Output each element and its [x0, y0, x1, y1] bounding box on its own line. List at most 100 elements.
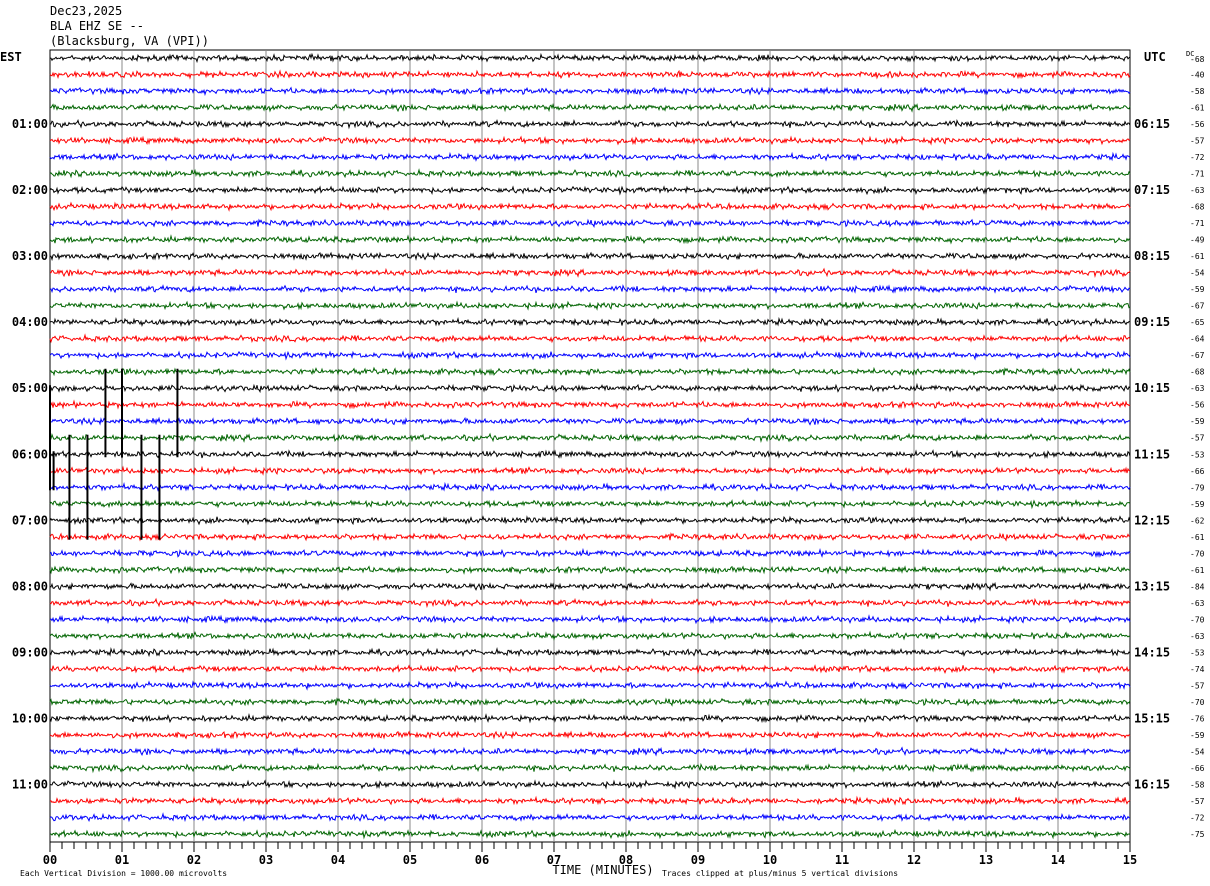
- seismic-trace: [49, 779, 1131, 790]
- dc-offset-value: -53: [1190, 450, 1205, 459]
- seismic-trace: [49, 135, 1131, 146]
- x-tick-label: 14: [1051, 853, 1065, 867]
- seismic-trace: [49, 449, 1131, 460]
- seismic-trace: [49, 251, 1131, 262]
- utc-hour-label: 11:15: [1134, 447, 1170, 461]
- dc-label: DC: [1186, 50, 1194, 58]
- seismic-trace: [49, 481, 1131, 493]
- seismic-trace: [49, 316, 1131, 328]
- seismic-trace: [49, 565, 1131, 575]
- dc-offset-value: -63: [1190, 599, 1205, 608]
- dc-offset-value: -84: [1190, 582, 1205, 591]
- seismic-trace: [49, 498, 1131, 510]
- dc-offset-value: -59: [1190, 500, 1205, 509]
- utc-hour-label: 08:15: [1134, 249, 1170, 263]
- dc-offset-value: -68: [1190, 55, 1205, 64]
- est-hour-label: 11:00: [12, 777, 48, 791]
- dc-offset-value: -70: [1190, 615, 1205, 624]
- dc-offset-value: -54: [1190, 269, 1205, 278]
- dc-offset-value: -56: [1190, 401, 1205, 410]
- dc-offset-value: -64: [1190, 335, 1205, 344]
- seismic-trace: [49, 432, 1131, 444]
- seismic-trace: [49, 730, 1131, 740]
- seismic-trace: [49, 284, 1131, 294]
- dc-offset-value: -62: [1190, 516, 1205, 525]
- utc-hour-label: 16:15: [1134, 777, 1170, 791]
- seismic-trace: [49, 465, 1131, 476]
- seismic-trace: [49, 532, 1131, 542]
- x-tick-label: 03: [259, 853, 273, 867]
- seismic-trace: [49, 630, 1131, 641]
- dc-offset-value: -67: [1190, 351, 1205, 360]
- seismic-trace: [49, 712, 1131, 724]
- seismic-trace: [49, 795, 1131, 806]
- est-hour-label: 04:00: [12, 315, 48, 329]
- clip-note: Traces clipped at plus/minus 5 vertical …: [662, 869, 898, 878]
- seismic-trace: [49, 350, 1131, 361]
- dc-offset-value: -57: [1190, 434, 1205, 443]
- dc-offset-value: -59: [1190, 417, 1205, 426]
- dc-offset-value: -57: [1190, 137, 1205, 146]
- dc-offset-value: -61: [1190, 533, 1205, 542]
- seismic-trace: [49, 234, 1131, 245]
- utc-hour-label: 07:15: [1134, 183, 1170, 197]
- est-hour-label: 09:00: [12, 645, 48, 659]
- dc-offset-value: -70: [1190, 698, 1205, 707]
- seismic-trace: [49, 185, 1131, 196]
- dc-offset-value: -56: [1190, 120, 1205, 129]
- dc-offset-value: -72: [1190, 813, 1205, 822]
- dc-offset-value: -70: [1190, 549, 1205, 558]
- dc-offset-value: -63: [1190, 384, 1205, 393]
- dc-offset-value: -79: [1190, 483, 1205, 492]
- seismic-trace: [49, 366, 1131, 377]
- dc-offset-value: -65: [1190, 318, 1205, 327]
- dc-offset-value: -57: [1190, 797, 1205, 806]
- dc-offset-value: -61: [1190, 566, 1205, 575]
- seismic-trace: [49, 597, 1131, 609]
- x-tick-label: 01: [115, 853, 129, 867]
- seismic-trace: [49, 86, 1131, 97]
- dc-offset-value: -68: [1190, 203, 1205, 212]
- x-tick-label: 07: [547, 853, 561, 867]
- dc-offset-value: -53: [1190, 648, 1205, 657]
- dc-offset-value: -76: [1190, 714, 1205, 723]
- seismic-trace: [49, 382, 1131, 394]
- utc-hour-label: 15:15: [1134, 711, 1170, 725]
- est-hour-label: 02:00: [12, 183, 48, 197]
- dc-offset-value: -49: [1190, 236, 1205, 245]
- scale-note: Each Vertical Division = 1000.00 microvo…: [20, 869, 227, 878]
- utc-hour-label: 14:15: [1134, 645, 1170, 659]
- seismic-trace: [49, 333, 1131, 344]
- seismic-trace: [49, 762, 1131, 774]
- x-tick-label: 06: [475, 853, 489, 867]
- est-hour-label: 07:00: [12, 513, 48, 527]
- utc-hour-label: 13:15: [1134, 579, 1170, 593]
- dc-offset-value: -54: [1190, 747, 1205, 756]
- dc-offset-value: -59: [1190, 285, 1205, 294]
- x-tick-label: 08: [619, 853, 633, 867]
- x-axis-label: TIME (MINUTES): [552, 863, 653, 877]
- x-tick-label: 15: [1123, 853, 1137, 867]
- est-hour-label: 05:00: [12, 381, 48, 395]
- seismic-trace: [49, 680, 1131, 691]
- seismic-trace: [49, 168, 1131, 179]
- x-tick-label: 10: [763, 853, 777, 867]
- x-tick-label: 05: [403, 853, 417, 867]
- dc-offset-value: -63: [1190, 632, 1205, 641]
- x-tick-label: 00: [43, 853, 57, 867]
- dc-offset-value: -71: [1190, 219, 1205, 228]
- dc-offset-value: -66: [1190, 467, 1205, 476]
- seismic-trace: [49, 646, 1131, 658]
- seismic-trace: [50, 118, 1131, 130]
- est-label: EST: [0, 50, 22, 64]
- seismic-trace: [49, 515, 1131, 526]
- seismic-trace: [49, 697, 1131, 707]
- seismic-trace: [49, 201, 1131, 212]
- seismic-trace: [49, 267, 1131, 278]
- utc-hour-label: 06:15: [1134, 117, 1170, 131]
- dc-offset-value: -75: [1190, 830, 1205, 839]
- seismic-trace: [49, 614, 1131, 625]
- seismic-trace: [49, 746, 1131, 757]
- x-tick-label: 13: [979, 853, 993, 867]
